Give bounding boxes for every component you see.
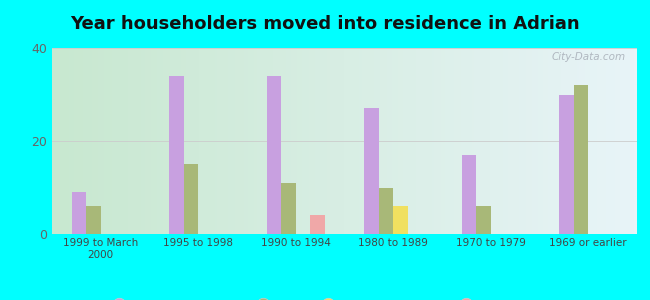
Bar [72, 192, 86, 234]
Bar [573, 85, 588, 234]
Bar [183, 164, 198, 234]
Bar [266, 76, 281, 234]
Bar [364, 108, 378, 234]
Bar [169, 76, 183, 234]
Text: City-Data.com: City-Data.com [551, 52, 625, 62]
Bar [393, 206, 408, 234]
Bar [378, 188, 393, 234]
Bar [86, 206, 101, 234]
Legend: White Non-Hispanic, Black, Two or More Races, Hispanic or Latino: White Non-Hispanic, Black, Two or More R… [104, 296, 585, 300]
Bar [311, 215, 325, 234]
Bar [281, 183, 296, 234]
Bar [476, 206, 491, 234]
Text: Year householders moved into residence in Adrian: Year householders moved into residence i… [70, 15, 580, 33]
Bar [559, 94, 573, 234]
Bar [462, 155, 476, 234]
